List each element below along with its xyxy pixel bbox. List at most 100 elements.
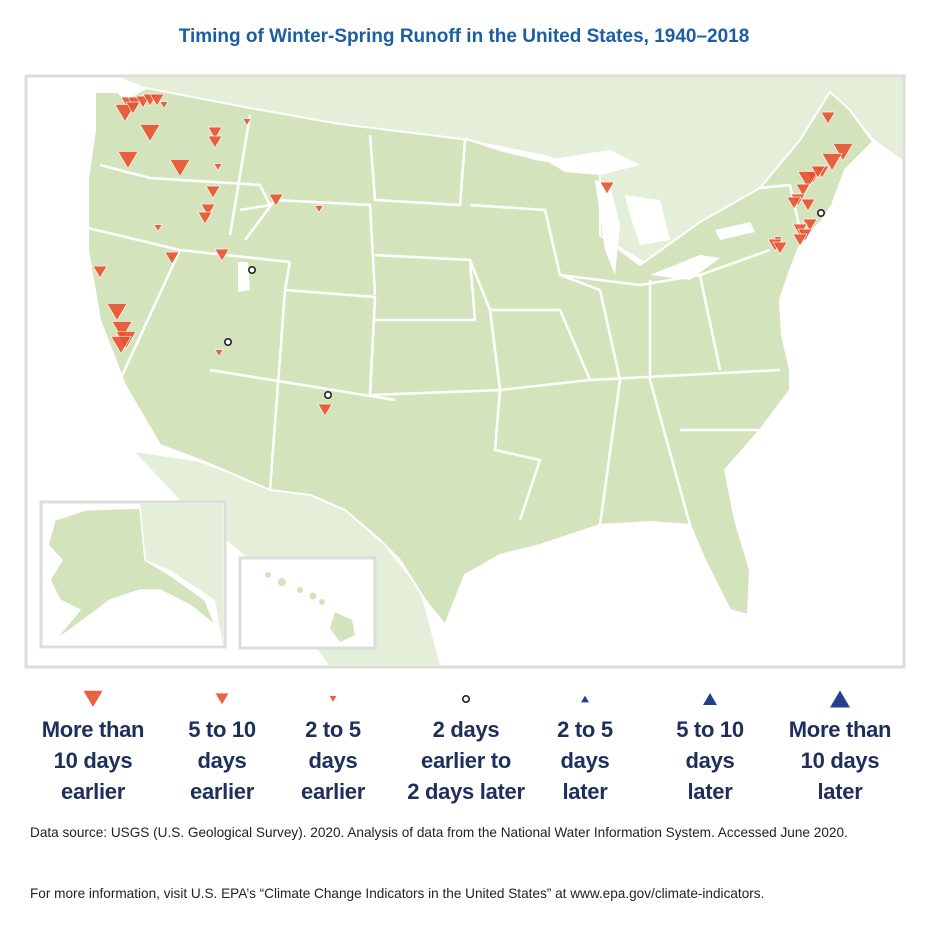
circle-open-marker xyxy=(224,337,233,346)
triangle-down-medium-icon xyxy=(214,692,230,706)
triangle-down-small-marker xyxy=(242,118,252,126)
circle-open-marker xyxy=(248,265,257,274)
legend-label-line: 5 to 10 xyxy=(188,717,256,742)
legend-label-line: later xyxy=(562,779,608,804)
data-source-note: Data source: USGS (U.S. Geological Surve… xyxy=(30,825,848,840)
triangle-down-medium-marker xyxy=(772,241,788,255)
triangle-down-large-icon xyxy=(82,690,104,709)
triangle-down-medium-marker xyxy=(207,126,223,140)
circle-open-icon xyxy=(461,695,470,704)
triangle-down-small-icon xyxy=(328,695,338,703)
legend-label-line: days xyxy=(560,748,610,773)
legend-item: 5 to 10 days later xyxy=(635,688,785,807)
triangle-down-large-marker xyxy=(832,143,854,162)
legend-label-line: days xyxy=(197,748,247,773)
triangle-down-large-marker xyxy=(169,159,191,178)
triangle-up-large-icon xyxy=(830,690,850,708)
legend-label-line: 10 days xyxy=(800,748,880,773)
legend-label: More than 10 days later xyxy=(765,714,915,807)
circle-open-marker xyxy=(461,695,470,704)
legend-label-line: earlier xyxy=(61,779,125,804)
triangle-down-medium-marker xyxy=(820,111,836,125)
canada-land xyxy=(85,77,903,265)
legend-item: 2 to 5 days later xyxy=(510,688,660,807)
legend-label: 2 to 5 days earlier xyxy=(258,714,408,807)
triangle-down-medium-marker xyxy=(164,251,180,265)
legend-label: 5 to 10 days later xyxy=(635,714,785,807)
legend-label-line: earlier to xyxy=(421,748,511,773)
triangle-down-large-marker xyxy=(821,153,843,172)
triangle-down-small-marker xyxy=(213,163,223,171)
circle-open-marker xyxy=(323,390,332,399)
legend-item: More than 10 days later xyxy=(765,688,915,807)
legend-label: 5 to 10 days earlier xyxy=(147,714,297,807)
map-title: Timing of Winter-Spring Runoff in the Un… xyxy=(178,26,750,47)
triangle-up-small-icon xyxy=(581,695,589,703)
triangle-down-small-marker xyxy=(314,205,324,213)
legend-label-line: More than xyxy=(788,717,892,742)
legend-item: More than 10 days earlier xyxy=(18,688,168,807)
alaska-inset xyxy=(39,500,227,649)
triangle-down-medium-marker xyxy=(207,135,223,149)
triangle-down-large-marker xyxy=(111,321,133,340)
legend-item: 2 days earlier to 2 days later xyxy=(391,688,541,807)
triangle-down-medium-marker xyxy=(786,196,802,210)
triangle-down-medium-marker xyxy=(792,233,808,247)
legend-label-line: More than xyxy=(41,717,145,742)
alaska-land xyxy=(47,507,217,641)
triangle-down-medium-marker xyxy=(125,101,141,115)
triangle-down-large-marker xyxy=(797,171,819,190)
legend-label-line: 2 days later xyxy=(407,779,525,804)
triangle-up-medium-marker xyxy=(703,693,717,705)
triangle-up-small-marker xyxy=(581,695,589,703)
triangle-down-large-marker xyxy=(110,336,132,355)
triangle-down-medium-marker xyxy=(317,403,333,417)
legend-label-line: later xyxy=(687,779,733,804)
triangle-down-small-marker xyxy=(153,224,163,232)
triangle-down-medium-marker xyxy=(149,93,165,107)
triangle-down-medium-marker xyxy=(214,248,230,262)
legend-label: More than 10 days earlier xyxy=(18,714,168,807)
triangle-down-small-marker xyxy=(159,101,169,109)
hawaii-inset xyxy=(238,556,377,650)
triangle-down-medium-marker xyxy=(268,193,284,207)
triangle-down-medium-marker xyxy=(92,265,108,279)
triangle-down-medium-marker xyxy=(205,185,221,199)
triangle-down-small-marker xyxy=(328,695,338,703)
great-lakes xyxy=(238,150,755,292)
legend-label: 2 days earlier to 2 days later xyxy=(391,714,541,807)
triangle-down-large-marker xyxy=(82,690,104,709)
triangle-down-medium-marker xyxy=(200,203,216,217)
triangle-up-medium-icon xyxy=(703,693,717,705)
legend-label-line: days xyxy=(308,748,358,773)
triangle-down-large-marker xyxy=(106,303,128,322)
legend-label-line: days xyxy=(685,748,735,773)
legend-item: 5 to 10 days earlier xyxy=(147,688,297,807)
legend-label-line: later xyxy=(817,779,863,804)
legend-label: 2 to 5 days later xyxy=(510,714,660,807)
legend-item: 2 to 5 days earlier xyxy=(258,688,408,807)
triangle-down-medium-marker xyxy=(197,211,213,225)
triangle-down-medium-marker xyxy=(599,181,615,195)
circle-open-marker xyxy=(816,209,825,218)
triangle-down-large-marker xyxy=(139,124,161,143)
triangle-down-medium-marker xyxy=(800,198,816,212)
triangle-down-medium-marker xyxy=(810,165,826,179)
legend-label-line: 2 to 5 xyxy=(305,717,361,742)
triangle-up-large-marker xyxy=(830,690,850,708)
legend-label-line: 2 days xyxy=(432,717,500,742)
stream-gauge-markers xyxy=(92,93,854,417)
legend-label-line: 5 to 10 xyxy=(676,717,744,742)
legend-label-line: earlier xyxy=(190,779,254,804)
hawaii-big-island xyxy=(330,612,355,642)
triangle-down-small-marker xyxy=(214,349,224,357)
triangle-down-medium-marker xyxy=(214,692,230,706)
us-runoff-map xyxy=(24,74,906,669)
triangle-down-medium-marker xyxy=(795,183,811,197)
legend-label-line: 10 days xyxy=(53,748,133,773)
state-borders xyxy=(87,114,802,526)
more-info-note: For more information, visit U.S. EPA’s “… xyxy=(30,886,765,901)
legend-label-line: 2 to 5 xyxy=(557,717,613,742)
triangle-down-large-marker xyxy=(117,151,139,170)
legend-label-line: earlier xyxy=(301,779,365,804)
